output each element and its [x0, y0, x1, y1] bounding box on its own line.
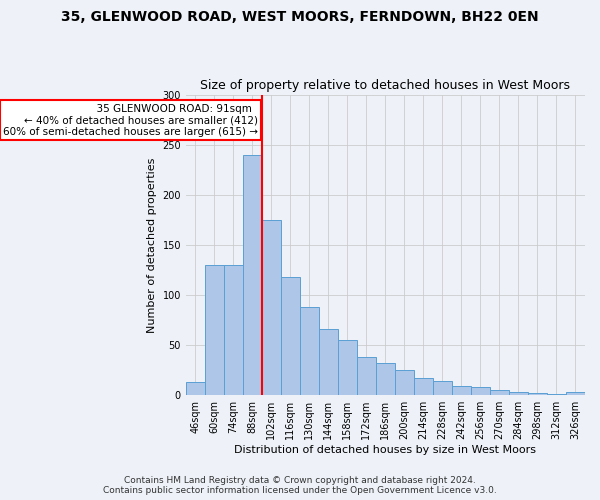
Bar [414, 378, 433, 395]
Bar [376, 363, 395, 395]
Bar [224, 265, 243, 395]
Bar [471, 387, 490, 395]
Bar [566, 392, 585, 395]
Bar [452, 386, 471, 395]
Bar [205, 265, 224, 395]
Bar [547, 394, 566, 395]
Bar [281, 277, 300, 395]
Text: 35, GLENWOOD ROAD, WEST MOORS, FERNDOWN, BH22 0EN: 35, GLENWOOD ROAD, WEST MOORS, FERNDOWN,… [61, 10, 539, 24]
Text: 35 GLENWOOD ROAD: 91sqm  
← 40% of detached houses are smaller (412)
60% of semi: 35 GLENWOOD ROAD: 91sqm ← 40% of detache… [3, 104, 258, 137]
Bar [319, 329, 338, 395]
Bar [433, 381, 452, 395]
Title: Size of property relative to detached houses in West Moors: Size of property relative to detached ho… [200, 79, 571, 92]
Bar [490, 390, 509, 395]
Bar [300, 307, 319, 395]
Bar [509, 392, 528, 395]
Bar [186, 382, 205, 395]
X-axis label: Distribution of detached houses by size in West Moors: Distribution of detached houses by size … [235, 445, 536, 455]
Bar [338, 340, 357, 395]
Text: Contains HM Land Registry data © Crown copyright and database right 2024.
Contai: Contains HM Land Registry data © Crown c… [103, 476, 497, 495]
Y-axis label: Number of detached properties: Number of detached properties [147, 157, 157, 332]
Bar [528, 393, 547, 395]
Bar [262, 220, 281, 395]
Bar [357, 357, 376, 395]
Bar [243, 154, 262, 395]
Bar [395, 370, 414, 395]
